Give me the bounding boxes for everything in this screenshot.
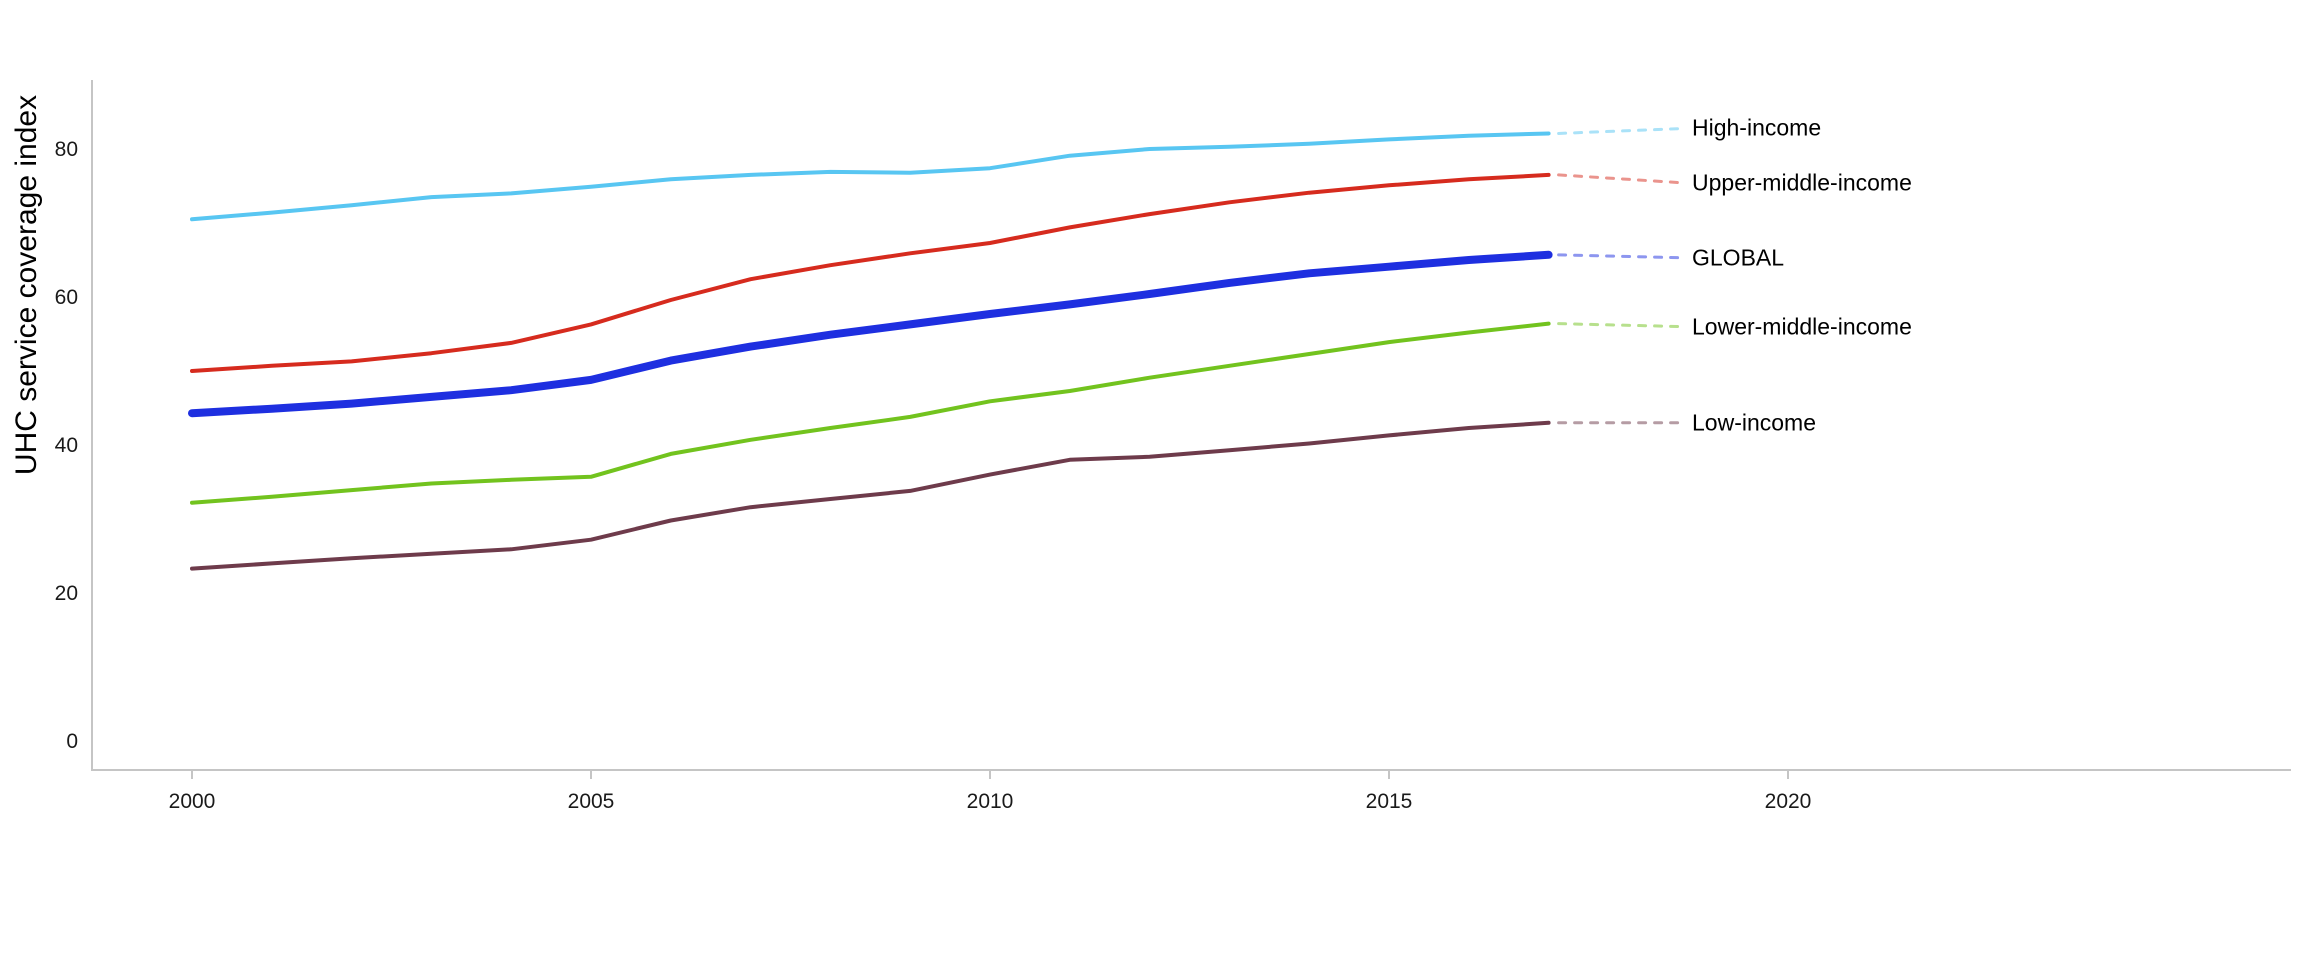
x-tick-label: 2010: [967, 790, 1014, 813]
leader-line-upper-middle-income: [1557, 173, 1686, 185]
x-tick-label: 2020: [1765, 790, 1812, 813]
x-tick-label: 2015: [1366, 790, 1413, 813]
x-tick-label: 2000: [169, 790, 216, 813]
series-line-low-income: [190, 420, 1551, 571]
y-tick-label: 0: [66, 730, 78, 753]
y-tick-label: 80: [55, 138, 78, 161]
series-line-high-income: [190, 131, 1551, 222]
y-tick-label: 60: [55, 286, 78, 309]
y-tick-label: 20: [55, 582, 78, 605]
series-line-upper-middle-income: [190, 172, 1551, 373]
series-end-label-upper-middle-income: Upper-middle-income: [1692, 169, 1912, 196]
x-tick-label: 2005: [568, 790, 615, 813]
leader-line-high-income: [1557, 126, 1686, 135]
series-end-label-high-income: High-income: [1692, 114, 1822, 141]
series-end-label-low-income: Low-income: [1692, 409, 1816, 436]
series-line-lower-middle-income: [190, 321, 1551, 505]
y-tick-label: 40: [55, 434, 78, 457]
leader-line-lower-middle-income: [1557, 322, 1686, 329]
series-end-label-lower-middle-income: Lower-middle-income: [1692, 313, 1912, 340]
axis-lines: [91, 80, 2291, 771]
series-end-label-global: GLOBAL: [1692, 244, 1785, 271]
series-line-global: [188, 250, 1553, 418]
leader-line-global: [1557, 253, 1686, 260]
